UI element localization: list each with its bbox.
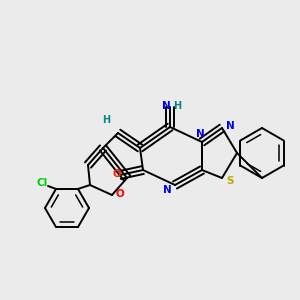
Text: S: S xyxy=(226,176,234,186)
Text: N: N xyxy=(163,185,171,195)
Text: N: N xyxy=(196,129,204,139)
Text: O: O xyxy=(112,169,122,179)
Text: H: H xyxy=(102,115,110,125)
Text: H: H xyxy=(173,101,181,111)
Text: Cl: Cl xyxy=(36,178,48,188)
Text: N: N xyxy=(162,101,170,111)
Text: N: N xyxy=(226,121,234,131)
Text: O: O xyxy=(116,189,124,199)
